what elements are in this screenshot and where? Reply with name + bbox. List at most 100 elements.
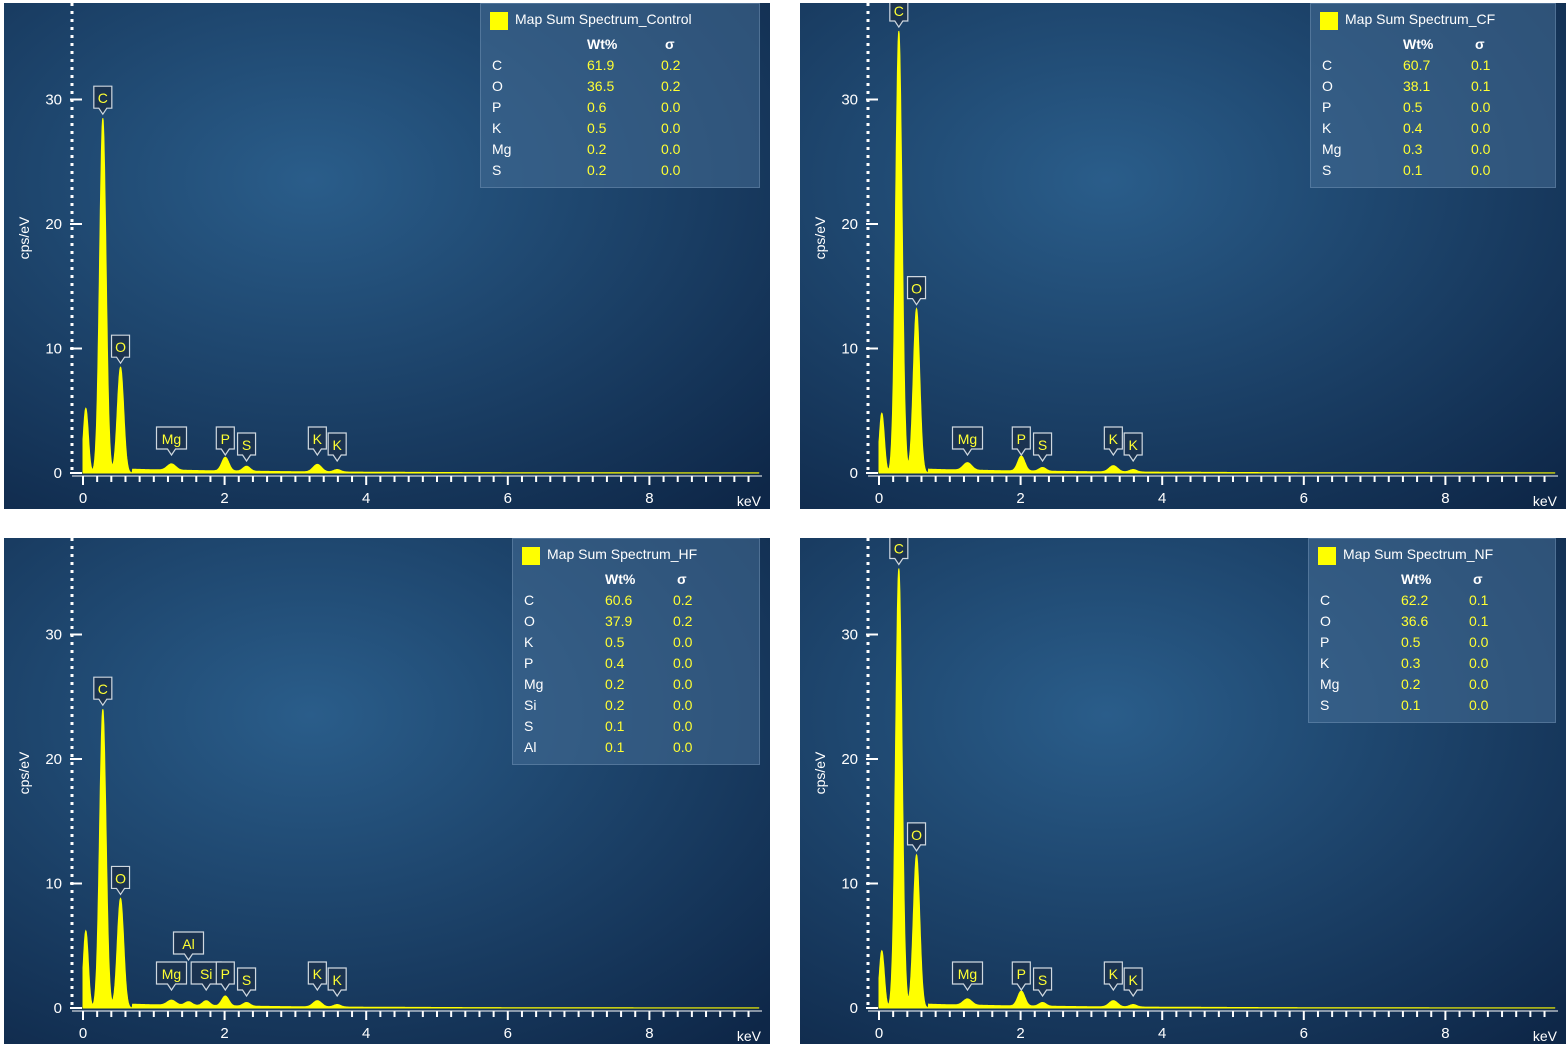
- sigma-value: 0.0: [673, 739, 693, 755]
- sigma-value: 0.0: [661, 99, 681, 115]
- x-tick-label: 0: [79, 1025, 87, 1042]
- weight-percent: 0.1: [1403, 162, 1423, 178]
- svg-text:P: P: [1017, 431, 1026, 447]
- table-row: K 0.4 0.0: [1311, 120, 1555, 141]
- table-header-sigma: σ: [665, 36, 675, 52]
- x-unit-label: keV: [737, 1028, 762, 1044]
- x-tick-label: 4: [362, 490, 370, 507]
- svg-text:Si: Si: [200, 966, 212, 982]
- x-tick-label: 8: [1441, 1025, 1449, 1042]
- weight-percent: 0.4: [605, 655, 625, 671]
- y-tick-label: 30: [45, 627, 62, 644]
- svg-text:S: S: [242, 972, 251, 988]
- sigma-value: 0.1: [1471, 78, 1491, 94]
- element-symbol: C: [1322, 57, 1333, 73]
- element-symbol: O: [1320, 613, 1331, 629]
- svg-text:S: S: [242, 437, 251, 453]
- x-tick-label: 6: [504, 1025, 512, 1042]
- weight-percent: 0.5: [1401, 634, 1421, 650]
- sigma-value: 0.2: [661, 57, 681, 73]
- sigma-value: 0.0: [1469, 676, 1489, 692]
- x-tick-label: 4: [362, 1025, 370, 1042]
- peak-label-s: S: [236, 432, 257, 463]
- x-unit-label: keV: [1533, 493, 1558, 509]
- svg-text:O: O: [115, 870, 126, 886]
- weight-percent: 36.5: [587, 78, 615, 94]
- table-row: C 60.7 0.1: [1311, 57, 1555, 78]
- peak-label-k: K: [327, 432, 347, 463]
- y-tick-label: 20: [841, 751, 858, 768]
- x-tick-label: 0: [875, 490, 883, 507]
- weight-percent: 0.3: [1401, 655, 1421, 671]
- peak-label-o: O: [110, 334, 131, 365]
- table-row: Mg 0.2 0.0: [481, 141, 759, 162]
- y-tick-label: 30: [841, 627, 858, 644]
- weight-percent: 37.9: [605, 613, 633, 629]
- peak-label-c: C: [889, 3, 909, 29]
- table-header-wt: Wt%: [1403, 36, 1434, 52]
- spectrum-panel-control: 0 2 4 6 8 keV 0 10 20 30 cps/eV C O Mg P S K K Map Sum Spe…: [4, 3, 770, 509]
- peak-label-s: S: [1032, 967, 1053, 998]
- peak-label-k: K: [1103, 426, 1123, 457]
- element-symbol: C: [524, 592, 535, 608]
- table-row: S 0.1 0.0: [1309, 697, 1555, 718]
- table-header-sigma: σ: [677, 571, 687, 587]
- sigma-value: 0.0: [1471, 99, 1491, 115]
- table-row: C 60.6 0.2: [513, 592, 759, 613]
- table-row: P 0.5 0.0: [1309, 634, 1555, 655]
- element-symbol: C: [1320, 592, 1331, 608]
- table-row: O 37.9 0.2: [513, 613, 759, 634]
- element-symbol: Al: [524, 739, 537, 755]
- y-axis-label: cps/eV: [16, 751, 32, 794]
- table-row: S 0.1 0.0: [513, 718, 759, 739]
- weight-percent: 60.7: [1403, 57, 1431, 73]
- legend-swatch: [490, 12, 508, 30]
- table-header-wt: Wt%: [587, 36, 618, 52]
- peak-label-p: P: [215, 961, 235, 992]
- peak-label-p: P: [215, 426, 235, 457]
- sigma-value: 0.1: [1469, 613, 1489, 629]
- peak-label-mg: Mg: [155, 426, 188, 457]
- element-symbol: O: [492, 78, 503, 94]
- peak-label-k: K: [1123, 967, 1143, 998]
- x-tick-label: 6: [1300, 490, 1308, 507]
- element-symbol: K: [492, 120, 502, 136]
- peak-label-c: C: [889, 538, 909, 566]
- composition-legend: Map Sum Spectrum_CF Wt% σ C 60.7 0.1 O 38.1 0.1 P…: [1310, 3, 1556, 188]
- y-tick-label: 0: [850, 1000, 858, 1017]
- svg-text:Mg: Mg: [958, 966, 977, 982]
- table-row: K 0.5 0.0: [481, 120, 759, 141]
- spectrum-panel-cf: 0 2 4 6 8 keV 0 10 20 30 cps/eV C O Mg P S K K Map Sum Spe…: [800, 3, 1566, 509]
- svg-text:K: K: [313, 966, 323, 982]
- y-axis-label: cps/eV: [812, 216, 828, 259]
- element-symbol: P: [524, 655, 534, 671]
- element-symbol: P: [1320, 634, 1330, 650]
- peak-label-c: C: [93, 676, 113, 707]
- spectrum-panel-nf: 0 2 4 6 8 keV 0 10 20 30 cps/eV C O Mg P S K K Map Sum Spe…: [800, 538, 1566, 1044]
- weight-percent: 0.5: [587, 120, 607, 136]
- weight-percent: 0.6: [587, 99, 607, 115]
- composition-legend: Map Sum Spectrum_HF Wt% σ C 60.6 0.2 O 37.9 0.2 K…: [512, 538, 760, 765]
- weight-percent: 36.6: [1401, 613, 1429, 629]
- element-symbol: Mg: [1322, 141, 1342, 157]
- table-header-sigma: σ: [1473, 571, 1483, 587]
- peak-label-p: P: [1011, 961, 1031, 992]
- spectrum-panel-hf: 0 2 4 6 8 keV 0 10 20 30 cps/eV C O Mg Al Si P S K K Map Sum…: [4, 538, 770, 1044]
- element-symbol: C: [492, 57, 503, 73]
- x-tick-label: 6: [504, 490, 512, 507]
- element-symbol: Mg: [524, 676, 544, 692]
- sigma-value: 0.0: [661, 162, 681, 178]
- sigma-value: 0.0: [661, 120, 681, 136]
- svg-text:C: C: [894, 3, 904, 19]
- element-symbol: O: [524, 613, 535, 629]
- svg-text:K: K: [333, 437, 343, 453]
- peak-label-s: S: [1032, 432, 1053, 463]
- table-row: O 36.6 0.1: [1309, 613, 1555, 634]
- peak-label-k: K: [1123, 432, 1143, 463]
- y-tick-label: 0: [54, 465, 62, 482]
- svg-text:O: O: [911, 281, 922, 297]
- peak-label-k: K: [1103, 961, 1123, 992]
- x-tick-label: 6: [1300, 1025, 1308, 1042]
- legend-swatch: [522, 547, 540, 565]
